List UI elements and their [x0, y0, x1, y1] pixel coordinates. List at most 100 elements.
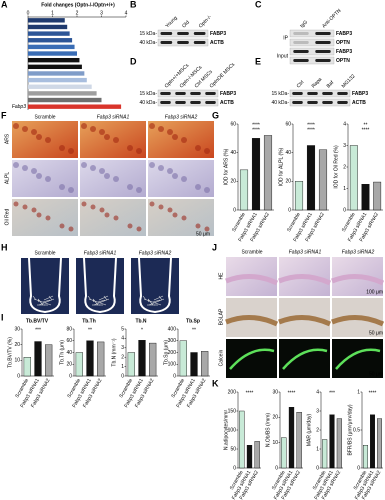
trabecula	[43, 295, 54, 301]
stain-spot	[90, 126, 96, 132]
stain-spot	[13, 201, 19, 207]
significance: **	[192, 327, 196, 333]
blot-band	[337, 92, 348, 95]
stain-spot	[181, 176, 187, 182]
lane-label: OptnOE MSCs	[209, 61, 237, 89]
chart-title: Tb.N	[135, 318, 146, 324]
row-label: OPTN	[336, 40, 350, 46]
y-tick-label: 0	[69, 373, 72, 379]
bar	[263, 135, 273, 211]
y-tick-label: 1	[343, 186, 346, 192]
ct-image	[21, 258, 69, 314]
stain-spot	[167, 207, 173, 213]
tissue	[225, 315, 279, 327]
bar	[329, 414, 335, 469]
y-tick-label: 10	[14, 358, 20, 364]
blot-band	[315, 41, 331, 44]
blot-band	[190, 92, 201, 95]
lane-label: MG132	[341, 73, 357, 89]
tissue	[278, 315, 332, 327]
significance: ****	[252, 127, 260, 133]
x-tick-label: 0	[27, 10, 30, 16]
y-tick-label: 2	[316, 427, 319, 433]
y-tick-label: 4	[121, 336, 124, 342]
row-label: FABP3	[220, 91, 236, 97]
tissue	[278, 274, 332, 286]
y-tick-label: 0	[316, 465, 319, 471]
stain-spot	[59, 184, 65, 190]
histology-image	[279, 339, 330, 378]
y-axis-label: Tb.Th (μm)	[59, 340, 65, 365]
significance: ****	[362, 127, 370, 133]
stain-image	[80, 199, 146, 236]
y-tick-label: 0	[288, 207, 291, 213]
panel-letter: F	[1, 110, 7, 120]
blot-band	[315, 59, 331, 62]
y-tick-label: 20	[285, 179, 291, 185]
column-label: Scramble	[34, 114, 55, 120]
stain-spot	[22, 126, 28, 132]
stain-spot	[22, 165, 28, 171]
tissue	[331, 274, 385, 286]
stain-spot	[136, 148, 142, 154]
bar	[246, 445, 253, 469]
bar	[201, 351, 209, 377]
stain-spot	[158, 204, 164, 210]
panel-letter: E	[255, 56, 261, 66]
significance: ***	[329, 390, 335, 396]
bar	[322, 439, 328, 469]
scale-label: 100 μm	[366, 289, 383, 295]
stain-spot	[99, 168, 105, 174]
trabecula	[153, 295, 164, 301]
y-axis-label: N.adipocytes/mm²	[223, 410, 229, 451]
bar	[45, 344, 53, 377]
chart-title: Tb.Sp	[186, 318, 200, 324]
stain-spot	[81, 162, 87, 168]
row-label: FABP3	[336, 31, 352, 37]
blot-band	[205, 101, 216, 104]
blot-band	[175, 92, 186, 95]
stain-spot	[136, 187, 142, 193]
blot-strip	[289, 89, 351, 98]
trabecula	[152, 299, 161, 303]
lane-label: Old	[181, 19, 191, 29]
bar	[296, 412, 302, 469]
bar	[28, 44, 75, 50]
x-tick-label: 1	[51, 10, 54, 16]
trabecula	[93, 298, 110, 306]
bar	[254, 441, 260, 469]
bar	[377, 418, 382, 469]
row-label: FABP3	[352, 91, 368, 97]
y-tick-label: 20	[272, 415, 278, 421]
stain-spot	[45, 137, 51, 143]
bar	[97, 341, 105, 377]
trabecula	[143, 298, 162, 306]
column-label: Fabp3 siRNA1	[289, 249, 322, 255]
panel-letter: D	[130, 56, 137, 66]
bar	[28, 24, 68, 30]
column-label: Scramble	[34, 250, 55, 256]
bar	[127, 352, 135, 377]
blot-strip	[289, 56, 335, 65]
stain-spot	[36, 134, 42, 140]
bar	[138, 340, 146, 377]
bone	[83, 257, 117, 314]
row-label: ARS	[4, 133, 10, 144]
stain-spot	[99, 129, 105, 135]
column-label: Fabp3 siRNA1	[84, 250, 117, 256]
y-tick-label: 3	[343, 143, 346, 149]
trabecula	[97, 299, 106, 303]
trabecula	[42, 299, 51, 303]
bar	[306, 145, 316, 211]
panel-letter: K	[212, 378, 219, 388]
stain-spot	[31, 207, 37, 213]
row-label: HE	[218, 272, 224, 280]
histology-image	[332, 339, 383, 378]
significance: **	[364, 122, 368, 128]
row-label: ACTB	[220, 100, 234, 106]
stain-spot	[113, 176, 119, 182]
panel-letter: I	[1, 312, 4, 322]
row-label: ACTB	[210, 40, 224, 46]
panel-letter: A	[1, 0, 8, 9]
stain-spot	[127, 184, 133, 190]
